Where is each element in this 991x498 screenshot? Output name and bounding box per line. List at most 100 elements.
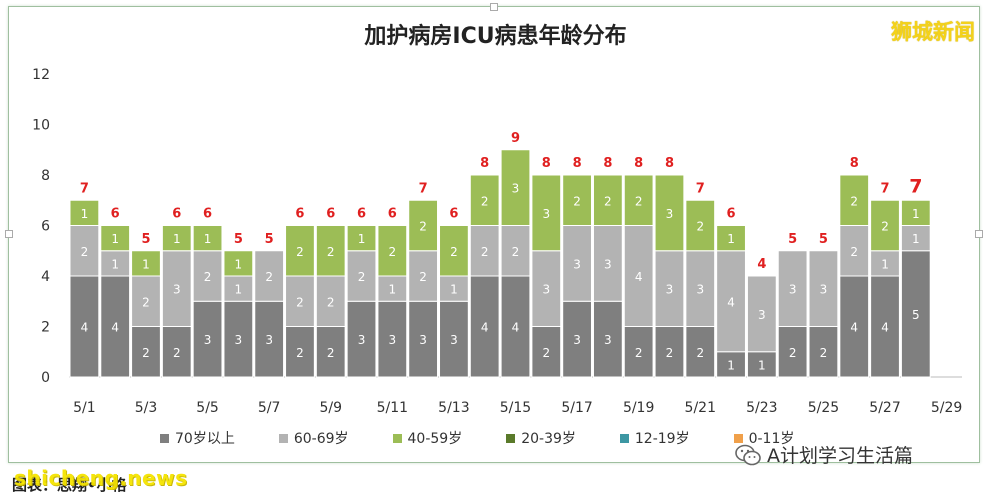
segment-value-label: 2: [604, 194, 612, 208]
segment-value-label: 3: [235, 333, 243, 347]
y-tick-label: 0: [41, 370, 50, 386]
segment-value-label: 1: [727, 232, 735, 246]
segment-value-label: 3: [204, 333, 212, 347]
segment-value-label: 2: [635, 194, 643, 208]
bar-segment: [716, 250, 746, 353]
resize-handle-left[interactable]: [5, 230, 13, 238]
segment-value-label: 3: [696, 283, 704, 297]
brand-logo: 狮城新闻: [891, 20, 975, 44]
wechat-account-name: A计划学习生活篇: [767, 445, 913, 467]
legend-label: 20-39岁: [521, 431, 576, 447]
x-tick-label: 5/15: [500, 400, 531, 416]
bar-segment: [408, 300, 439, 378]
segment-value-label: 1: [358, 232, 366, 246]
bar-total-label: 8: [573, 156, 582, 171]
bar-segment: [100, 225, 131, 252]
bar-total-label: 7: [909, 175, 922, 197]
segment-value-label: 3: [666, 207, 674, 221]
bar-segment: [192, 300, 223, 378]
segment-value-label: 2: [666, 346, 674, 360]
segment-value-label: 2: [358, 270, 366, 284]
x-tick-label: 5/13: [438, 400, 469, 416]
segment-value-label: 1: [758, 358, 766, 372]
segment-value-label: 1: [142, 257, 150, 271]
bar-segment: [746, 275, 777, 353]
x-tick-label: 5/5: [196, 400, 219, 416]
segment-value-label: 2: [419, 270, 427, 284]
bar-segment: [562, 174, 592, 226]
bar-segment: [592, 300, 623, 378]
segment-value-label: 4: [111, 321, 119, 335]
bar-segment: [531, 250, 562, 327]
bar-segment: [223, 250, 254, 277]
segment-value-label: 1: [727, 358, 735, 372]
segment-value-label: 3: [542, 207, 550, 221]
bar-segment: [870, 250, 900, 277]
segment-value-label: 1: [235, 283, 243, 297]
resize-handle-right[interactable]: [975, 230, 983, 238]
bar-segment: [377, 225, 408, 277]
bar-segment: [285, 326, 315, 378]
segment-value-label: 2: [881, 220, 889, 234]
bar-segment: [469, 275, 500, 378]
segment-value-label: 1: [173, 232, 181, 246]
bar-segment: [315, 225, 346, 277]
segment-value-label: 3: [573, 257, 581, 271]
bar-total-label: 8: [850, 156, 859, 171]
segment-value-label: 4: [81, 321, 89, 335]
bar-segment: [315, 326, 346, 378]
bar-total-label: 4: [757, 257, 766, 272]
segment-value-label: 2: [419, 220, 427, 234]
segment-value-label: 1: [235, 257, 243, 271]
bar-segment: [685, 199, 716, 252]
bar-segment: [808, 250, 839, 327]
bar-total-label: 8: [480, 156, 489, 171]
x-tick-label: 5/17: [561, 400, 592, 416]
bar-segment: [469, 225, 500, 277]
segment-value-label: 4: [881, 321, 889, 335]
segment-value-label: 2: [696, 220, 704, 234]
bar-total-label: 7: [696, 181, 705, 196]
bar-total-label: 5: [234, 232, 243, 247]
segment-value-label: 2: [296, 346, 304, 360]
bar-total-label: 5: [265, 232, 274, 247]
wechat-icon: [735, 444, 761, 465]
bar-segment: [192, 250, 223, 302]
segment-value-label: 1: [204, 232, 212, 246]
legend-swatch: [160, 433, 169, 443]
x-tick-label: 5/21: [685, 400, 716, 416]
segment-value-label: 4: [635, 270, 643, 284]
resize-handle-top[interactable]: [490, 3, 498, 11]
bar-segment: [900, 199, 931, 226]
bar-segment: [346, 250, 377, 302]
chart-legend: 70岁以上 60-69岁 40-59岁 20-39岁 12-19岁 0-11岁: [160, 428, 794, 448]
segment-value-label: 4: [850, 321, 858, 335]
bar-segment: [285, 225, 315, 277]
bar-total-label: 6: [203, 207, 212, 222]
segment-value-label: 3: [604, 257, 612, 271]
bar-total-label: 6: [727, 207, 736, 222]
segment-value-label: 5: [912, 308, 920, 322]
segment-value-label: 2: [327, 245, 335, 259]
y-tick-label: 12: [32, 67, 50, 83]
y-tick-label: 2: [41, 320, 50, 336]
bar-segment: [531, 174, 562, 252]
bar-segment: [346, 300, 377, 378]
segment-value-label: 2: [635, 346, 643, 360]
segment-value-label: 1: [450, 283, 458, 297]
segment-value-label: 2: [296, 245, 304, 259]
y-tick-label: 10: [32, 118, 50, 134]
x-tick-label: 5/11: [377, 400, 408, 416]
segment-value-label: 2: [204, 270, 212, 284]
x-tick-label: 5/7: [258, 400, 281, 416]
bar-segment: [69, 199, 100, 226]
y-tick-label: 8: [41, 168, 50, 184]
segment-value-label: 2: [850, 194, 858, 208]
bar-segment: [100, 275, 131, 378]
segment-value-label: 3: [450, 333, 458, 347]
bar-segment: [377, 275, 408, 302]
bar-segment: [623, 225, 654, 327]
bar-segment: [439, 300, 469, 378]
bar-total-label: 8: [665, 156, 674, 171]
segment-value-label: 3: [419, 333, 427, 347]
